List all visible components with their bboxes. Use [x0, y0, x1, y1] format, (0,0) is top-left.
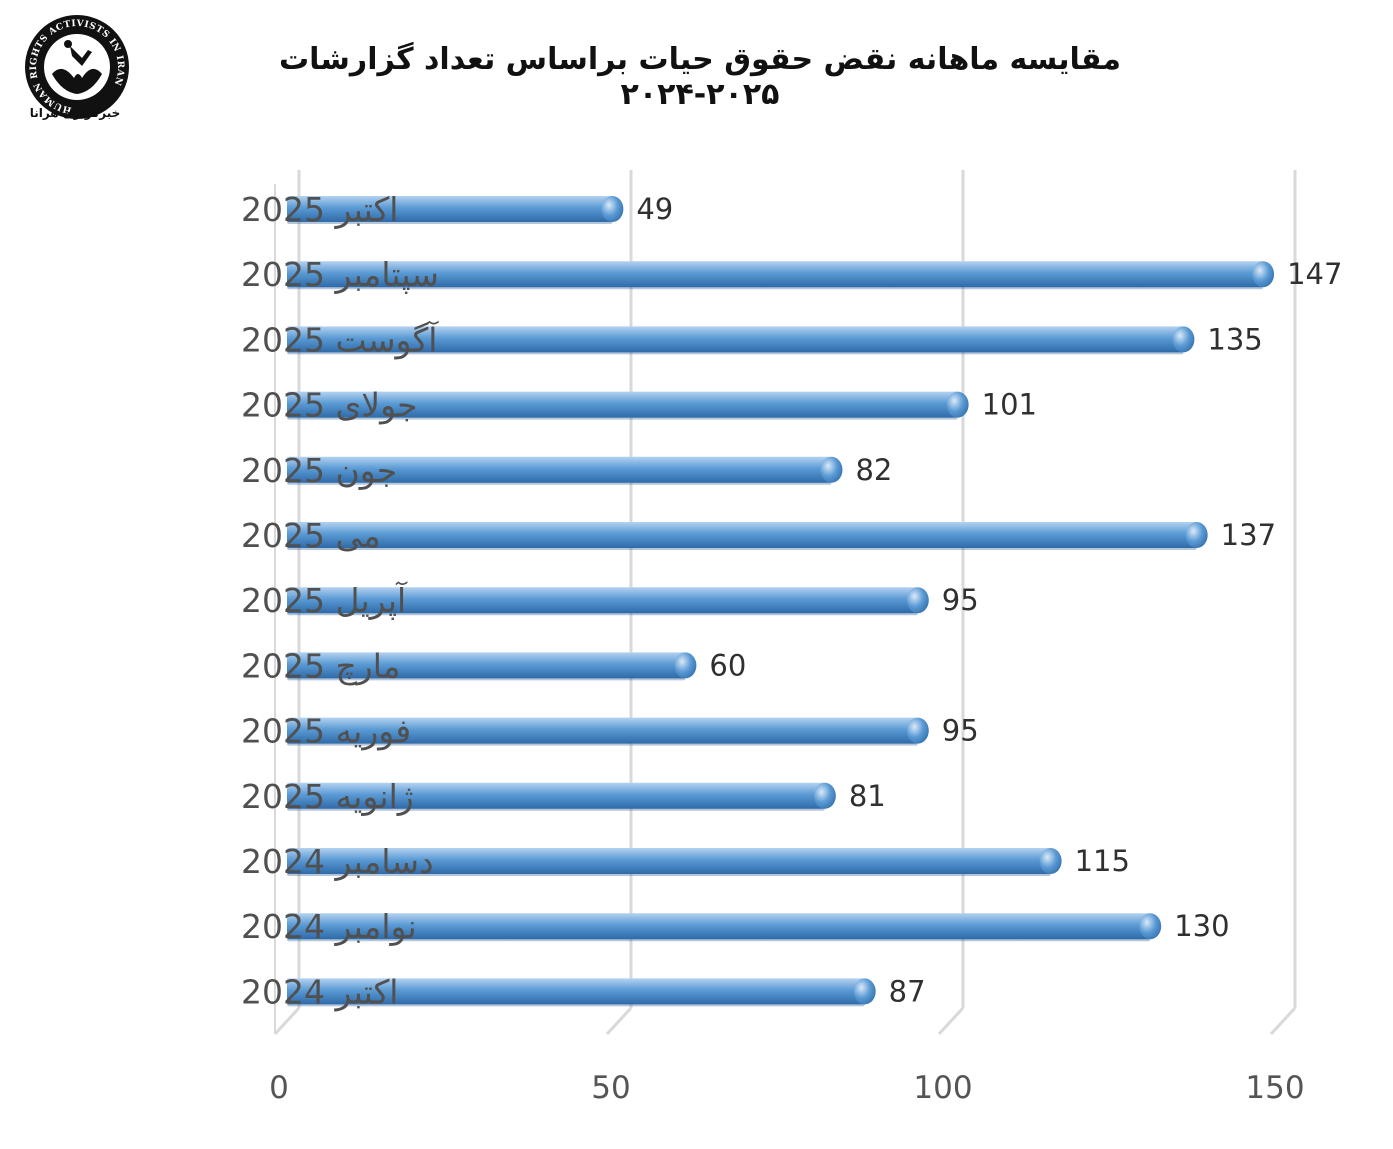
- bar: [287, 978, 876, 1007]
- bar: [287, 391, 969, 420]
- bar-cap: [946, 391, 969, 418]
- data-label: 115: [1075, 844, 1130, 878]
- data-label: 95: [942, 583, 979, 617]
- data-label: 130: [1174, 909, 1229, 943]
- x-tick-label: 150: [1245, 1070, 1304, 1106]
- x-tick-label: 0: [269, 1070, 289, 1106]
- bar-cap: [1172, 326, 1195, 353]
- category-label: ژانویه 2025: [241, 777, 414, 816]
- bar-cap: [674, 652, 697, 679]
- bar: [287, 587, 929, 616]
- labels: 0 50 100 150 49 اکتبر 2025 147 سپتامبر 2025 135 آ…: [241, 190, 1342, 1106]
- gridline-foot-100: [937, 1006, 965, 1036]
- gridline-foot-150: [1269, 1006, 1297, 1036]
- bar: [287, 848, 1062, 876]
- data-label: 81: [849, 779, 886, 813]
- category-label: اکتبر 2025: [241, 190, 398, 229]
- category-label: مارچ 2025: [241, 646, 400, 685]
- bar-cap: [853, 978, 876, 1005]
- category-label: آگوست 2025: [241, 320, 439, 359]
- data-label: 147: [1287, 257, 1342, 291]
- bar: [287, 782, 836, 811]
- data-label: 137: [1221, 518, 1276, 552]
- category-label: سپتامبر 2025: [241, 255, 439, 294]
- bar-cap: [1185, 522, 1208, 548]
- gridline-foot-50: [605, 1006, 633, 1036]
- category-label: دسامبر 2024: [241, 842, 434, 881]
- x-tick-label: 50: [591, 1070, 630, 1106]
- data-label: 95: [942, 714, 979, 748]
- bar-cap: [1252, 261, 1275, 288]
- category-label: جولای 2025: [241, 386, 418, 425]
- category-label: جون 2025: [241, 451, 397, 490]
- bar-cap: [601, 196, 624, 222]
- bar: [287, 913, 1162, 942]
- data-label: 135: [1207, 322, 1262, 356]
- bar: [287, 456, 843, 485]
- category-label: آپریل 2025: [241, 581, 408, 620]
- category-label: فوریه 2025: [241, 712, 411, 751]
- bar-cap: [1039, 848, 1062, 874]
- category-label: اکتبر 2024: [241, 972, 398, 1011]
- bars: [287, 196, 1275, 1007]
- bar-cap: [906, 587, 929, 614]
- data-label: 101: [982, 388, 1037, 422]
- data-label: 87: [889, 974, 926, 1008]
- bar: [287, 261, 1275, 290]
- bar: [287, 652, 697, 681]
- chart-title: مقایسه ماهانه نقض حقوق حیات براساس تعداد…: [279, 42, 1121, 112]
- bar-cap: [820, 456, 843, 483]
- bar: [287, 522, 1208, 550]
- bar: [287, 717, 929, 746]
- bar-cap: [1139, 913, 1162, 940]
- data-label: 49: [636, 192, 673, 226]
- bar: [287, 196, 624, 224]
- gridline-foot-0: [273, 1006, 301, 1036]
- bar-cap: [813, 782, 836, 809]
- bar: [287, 326, 1195, 355]
- logo-caption: خبرگزاری هرانا: [29, 106, 121, 120]
- x-tick-label: 100: [913, 1070, 972, 1106]
- bar-cap: [906, 717, 929, 744]
- category-label: می 2025: [241, 516, 381, 555]
- data-label: 82: [855, 453, 892, 487]
- hrana-logo-icon: HUMAN RIGHTS ACTIVISTS IN IRAN: [22, 12, 132, 124]
- category-label: نوامبر 2024: [241, 907, 417, 946]
- data-label: 60: [709, 648, 746, 682]
